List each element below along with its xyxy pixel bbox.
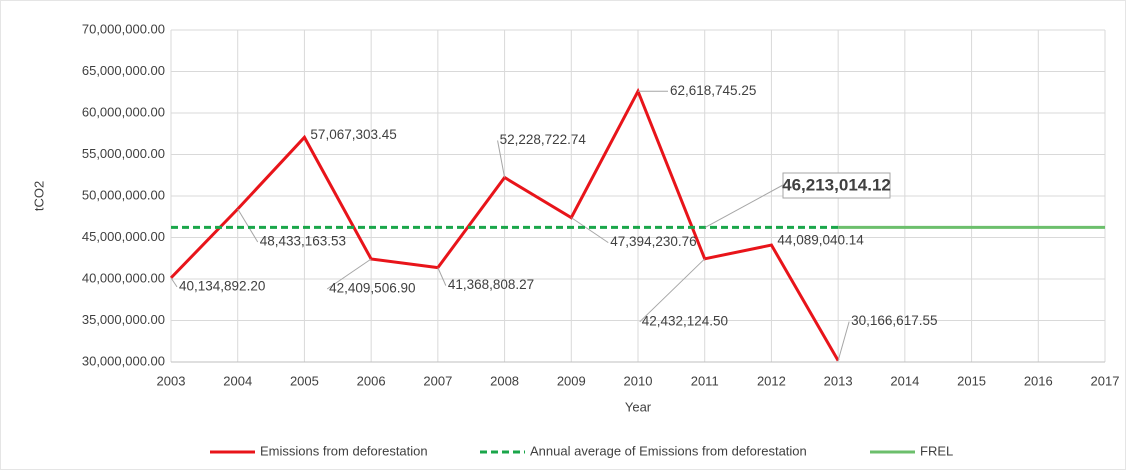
y-tick-label: 55,000,000.00 xyxy=(82,146,165,161)
data-label: 44,089,040.14 xyxy=(777,233,864,248)
data-label: 40,134,892.20 xyxy=(179,278,265,293)
leader-line xyxy=(170,277,178,288)
data-label: 47,394,230.76 xyxy=(610,234,696,249)
x-tick-label: 2005 xyxy=(290,373,319,388)
leader-line xyxy=(497,140,506,178)
callout-label: 46,213,014.12 xyxy=(782,175,891,194)
data-label: 30,166,617.55 xyxy=(851,313,937,328)
x-tick-label: 2013 xyxy=(824,373,853,388)
x-tick-label: 2015 xyxy=(957,373,986,388)
leader-line xyxy=(704,184,784,228)
leader-line xyxy=(437,267,447,286)
leader-line xyxy=(571,217,609,244)
x-tick-label: 2012 xyxy=(757,373,786,388)
x-tick-label: 2016 xyxy=(1024,373,1053,388)
leader-line xyxy=(837,321,850,361)
leader-line xyxy=(237,208,259,243)
x-tick-label: 2014 xyxy=(890,373,919,388)
x-tick-label: 2003 xyxy=(157,373,186,388)
x-tick-label: 2006 xyxy=(357,373,386,388)
y-axis-label: tCO2 xyxy=(31,181,46,211)
data-label: 42,409,506.90 xyxy=(329,281,415,296)
x-tick-label: 2009 xyxy=(557,373,586,388)
y-tick-label: 60,000,000.00 xyxy=(82,104,165,119)
y-tick-label: 65,000,000.00 xyxy=(82,63,165,78)
series-line xyxy=(169,87,840,362)
x-tick-label: 2008 xyxy=(490,373,519,388)
x-tick-label: 2004 xyxy=(223,373,252,388)
legend-label: Annual average of Emissions from defores… xyxy=(530,443,807,458)
legend-label: FREL xyxy=(920,443,953,458)
y-tick-label: 45,000,000.00 xyxy=(82,229,165,244)
y-tick-label: 35,000,000.00 xyxy=(82,312,165,327)
leader-line xyxy=(639,258,706,323)
data-label: 52,228,722.74 xyxy=(500,132,587,147)
y-tick-label: 40,000,000.00 xyxy=(82,270,165,285)
legend-label: Emissions from deforestation xyxy=(260,443,428,458)
y-tick-label: 30,000,000.00 xyxy=(82,353,165,368)
x-tick-label: 2007 xyxy=(423,373,452,388)
data-label: 41,368,808.27 xyxy=(448,277,534,292)
data-label: 42,432,124.50 xyxy=(642,313,728,328)
x-tick-label: 2010 xyxy=(624,373,653,388)
data-label: 48,433,163.53 xyxy=(260,234,346,249)
y-tick-label: 70,000,000.00 xyxy=(82,21,165,36)
y-tick-label: 50,000,000.00 xyxy=(82,187,165,202)
data-label: 57,067,303.45 xyxy=(310,127,396,142)
x-axis-label: Year xyxy=(625,399,652,414)
data-label: 62,618,745.25 xyxy=(670,83,756,98)
leader-line xyxy=(326,258,372,290)
x-tick-label: 2017 xyxy=(1091,373,1120,388)
x-tick-label: 2011 xyxy=(691,373,719,388)
callout-box xyxy=(782,172,891,199)
